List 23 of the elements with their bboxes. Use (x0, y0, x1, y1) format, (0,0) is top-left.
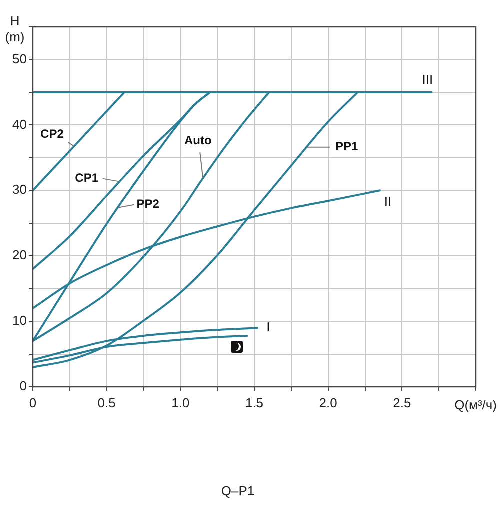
x-tick-label: 1.5 (245, 395, 264, 410)
y-tick-label: 20 (12, 248, 27, 263)
series-label: PP1 (336, 140, 359, 154)
y-tick-label: 10 (12, 313, 27, 328)
y-axis-title: H (m) (5, 14, 25, 45)
series-label: PP2 (136, 197, 160, 212)
y-tick-label: 40 (12, 116, 27, 132)
y-tick-label: 50 (12, 51, 27, 66)
text: Q–P1 (221, 483, 255, 498)
x-tick-label: 0.5 (98, 395, 116, 410)
series-label: Auto (184, 134, 212, 148)
series-label: I (266, 320, 270, 335)
series-label: CP1 (75, 171, 99, 186)
y-tick-label: 0 (20, 378, 27, 394)
x-axis-title: Q(м³/ч) (454, 398, 497, 413)
x-tick-label: 2.5 (393, 395, 412, 410)
y-tick-label: 30 (12, 182, 27, 198)
series-label: CP2 (40, 126, 64, 141)
x-tick-label: 1.0 (172, 395, 190, 410)
x-tick-label: 2.0 (319, 395, 338, 410)
series-label: III (422, 72, 434, 88)
series-label: II (384, 194, 392, 210)
x-tick-label: 0 (29, 395, 37, 410)
